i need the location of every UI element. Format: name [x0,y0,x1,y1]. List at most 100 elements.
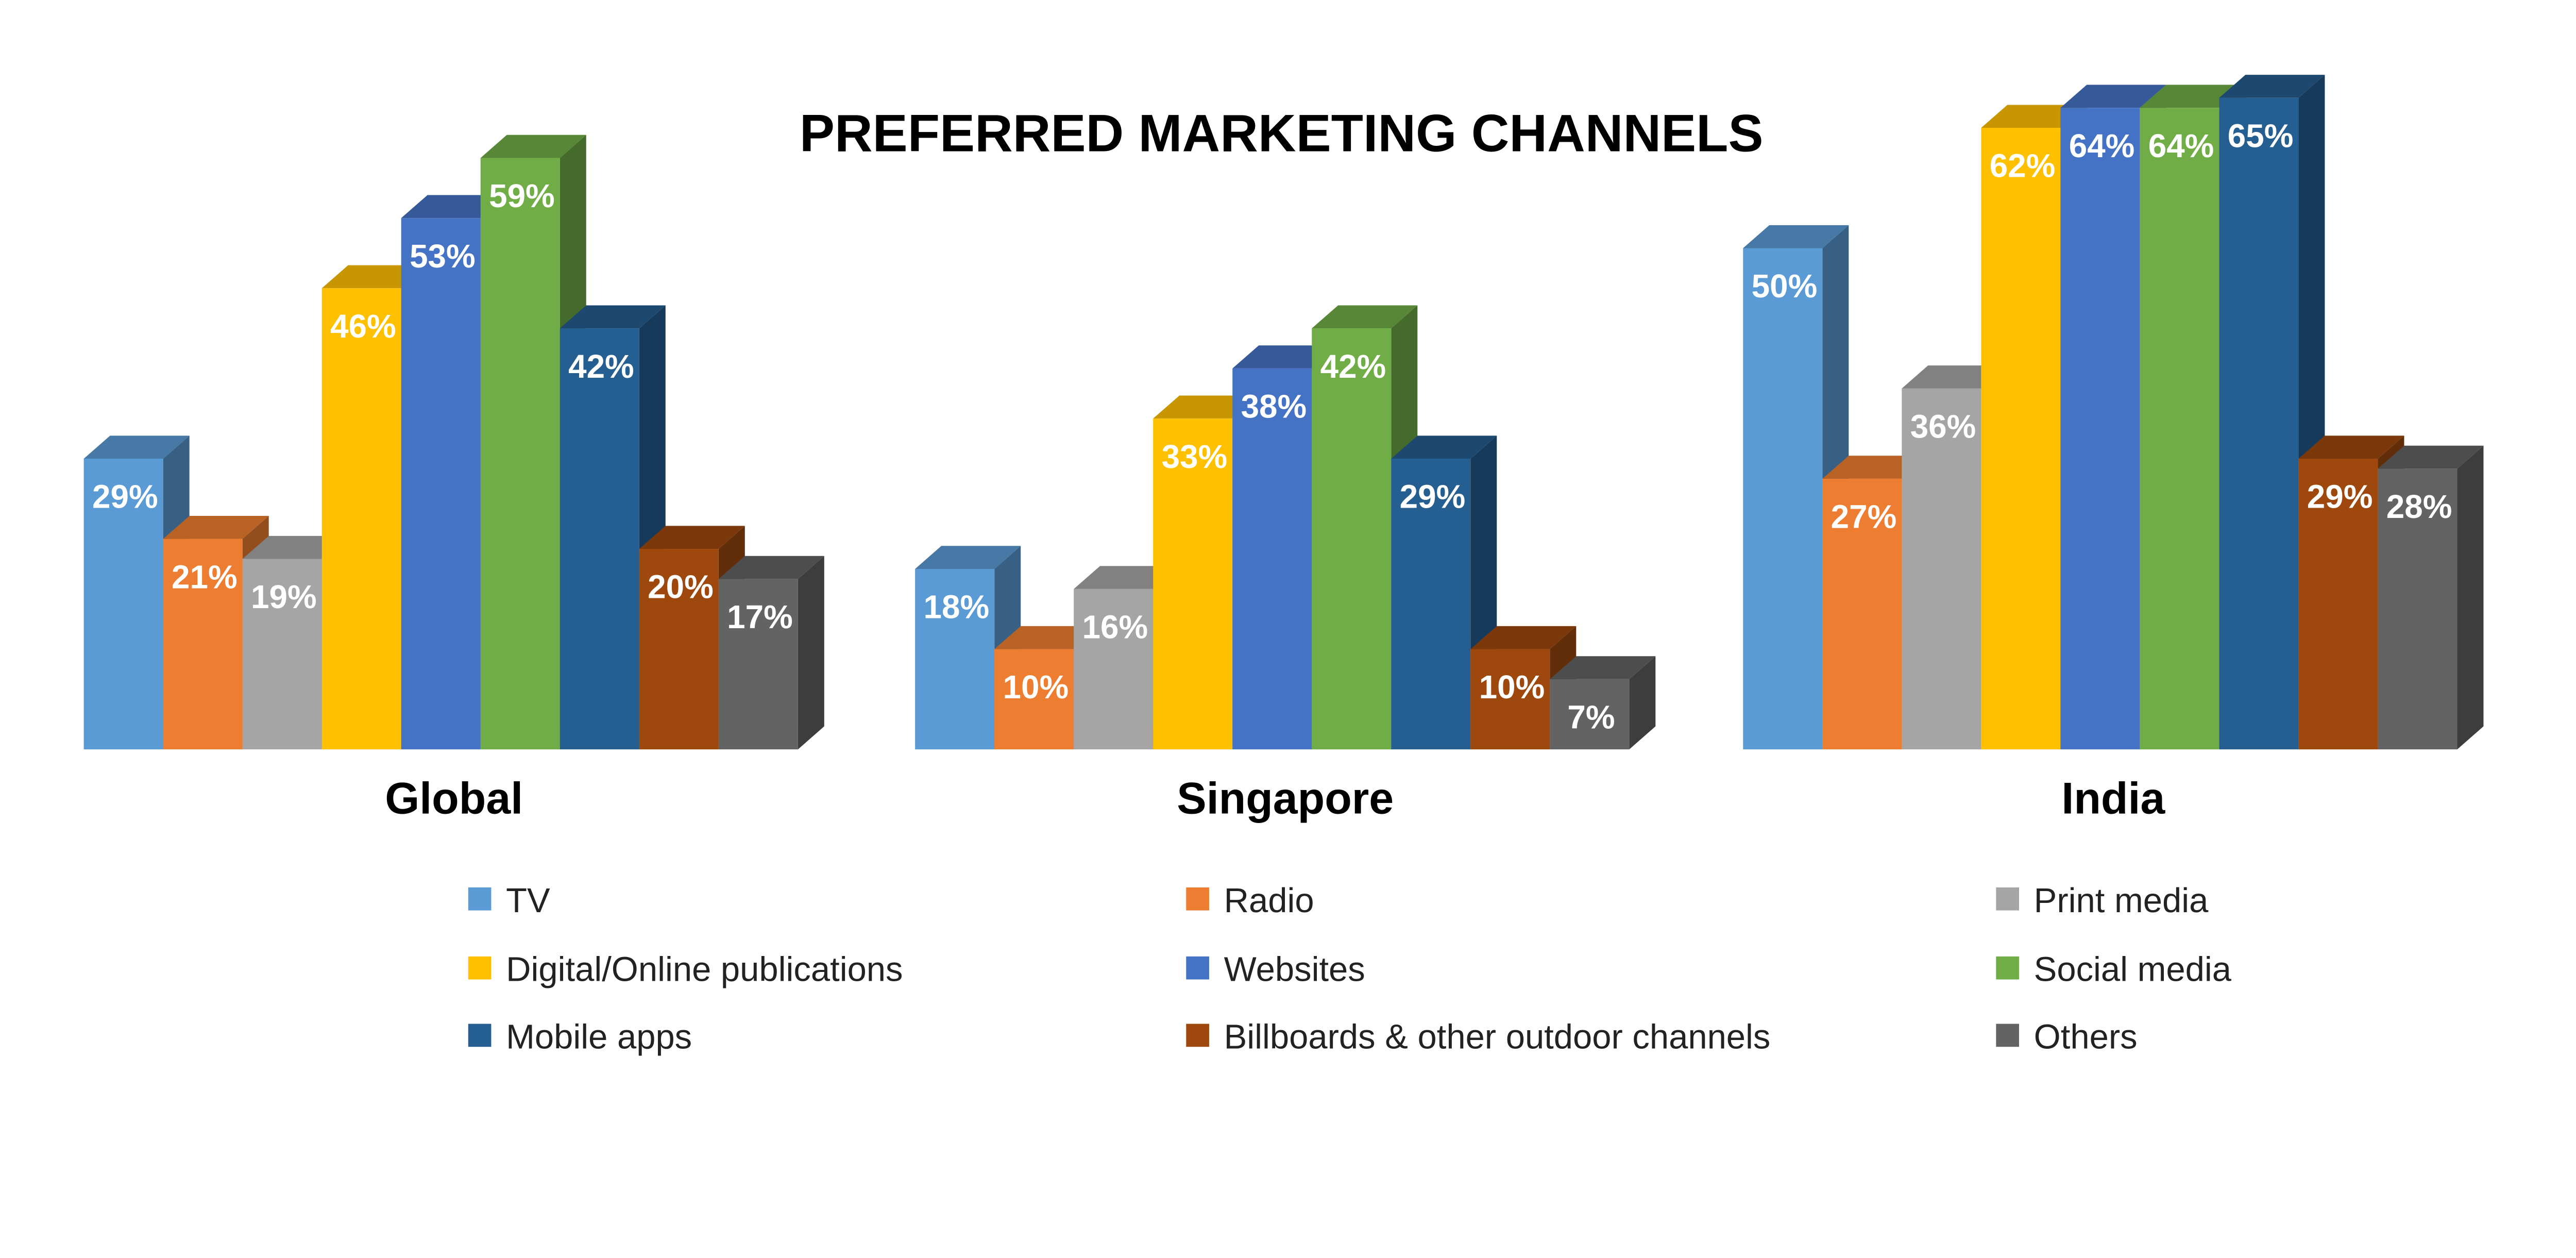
bar-singapore-8: 7% [1550,656,1656,750]
legend-label: Social media [2034,950,2232,989]
legend: TV Radio Print media Digital/Online publica… [468,881,2232,1056]
bar-global-8: 17% [718,556,824,750]
data-label: 62% [1990,147,2056,184]
data-label: 42% [568,348,634,385]
legend-label: Others [2034,1017,2138,1056]
legend-swatch [468,887,492,911]
legend-swatch [1996,1024,2019,1047]
bar-front [560,328,639,750]
bar-front [915,568,995,750]
data-label: 27% [1831,498,1897,535]
bar-top [1981,105,2087,128]
bar-top [718,556,824,579]
legend-label: Digital/Online publications [506,950,903,989]
data-label: 20% [648,568,714,606]
bar-top [560,305,666,329]
bar-top [321,265,428,289]
bar-top [1232,345,1338,368]
bar-side [1629,656,1656,750]
chart-title: PREFERRED MARKETING CHANNELS [800,104,1764,162]
bar-front [1822,478,1902,750]
bar-front [480,158,560,750]
bar-front [1470,649,1550,750]
legend-swatch [1186,1024,1209,1047]
bar-top [1470,626,1577,649]
bar-front [401,218,481,750]
legend-swatch [1996,956,2019,980]
data-label: 16% [1082,609,1148,646]
data-label: 10% [1479,668,1545,706]
data-label: 18% [924,589,990,626]
bar-front [242,559,322,750]
bar-front [1074,589,1154,750]
data-label: 42% [1320,348,1386,385]
bar-front [718,579,798,750]
legend-swatch [468,1024,492,1047]
bar-front [1743,248,1823,750]
legend-item: Social media [1996,950,2232,989]
legend-label: Billboards & other outdoor channels [1224,1017,1771,1056]
bar-top [2140,85,2246,108]
category-label: Global [385,774,523,823]
data-label: 10% [1003,668,1069,706]
category-label: India [2061,774,2165,823]
bar-front [1902,388,1981,750]
bar-front [83,458,163,750]
legend-item: Digital/Online publications [468,950,903,989]
bar-front [2378,468,2458,750]
bar-top [401,195,507,219]
data-label: 7% [1567,699,1615,736]
legend-item: Websites [1186,950,1365,989]
data-label: 50% [1752,267,1818,305]
bar-top [1074,566,1180,589]
bar-india-8: 28% [2378,445,2484,750]
bar-top [242,535,348,559]
bar-front [2219,97,2299,750]
bar-front [1153,418,1233,750]
bar-front [321,288,401,750]
bar-front [1312,328,1392,750]
legend-item: Print media [1996,881,2209,920]
legend-swatch [468,956,492,980]
bar-top [1550,656,1656,679]
legend-item: Radio [1186,881,1314,920]
data-label: 64% [2069,127,2135,164]
bar-chart: PREFERRED MARKETING CHANNELS 29% 21% 19% 46… [83,75,2484,1056]
bar-top [639,526,745,549]
bar-top [2060,85,2166,108]
bar-top [994,626,1100,649]
bar-front [1550,679,1630,750]
data-label: 29% [2307,478,2373,515]
data-label: 21% [172,558,238,595]
bar-top [1822,456,1928,479]
bar-top [1391,435,1497,459]
bar-singapore-5: 42% [1312,305,1418,750]
legend-label: Websites [1224,950,1365,989]
data-label: 19% [251,578,317,615]
bar-top [2298,435,2404,459]
legend-item: TV [468,881,550,920]
data-label: 64% [2148,127,2214,164]
legend-swatch [1996,887,2019,911]
bar-front [1981,128,2061,750]
bar-top [1312,305,1418,329]
bar-front [994,649,1074,750]
bar-front [1232,368,1312,750]
legend-item: Mobile apps [468,1017,692,1056]
bar-top [480,135,586,158]
category-label: Singapore [1177,774,1394,823]
bar-top [163,515,269,539]
data-label: 46% [330,308,396,345]
legend-swatch [1186,956,1209,980]
bar-front [163,539,243,750]
data-label: 29% [92,478,158,515]
bar-top [1153,395,1259,419]
data-label: 33% [1162,438,1228,475]
legend-label: Radio [1224,881,1314,920]
legend-label: TV [506,881,550,920]
bar-singapore-6: 29% [1391,435,1497,750]
bar-front [2140,108,2219,750]
bar-front [2060,108,2140,750]
bar-top [1743,225,1849,248]
legend-swatch [1186,887,1209,911]
